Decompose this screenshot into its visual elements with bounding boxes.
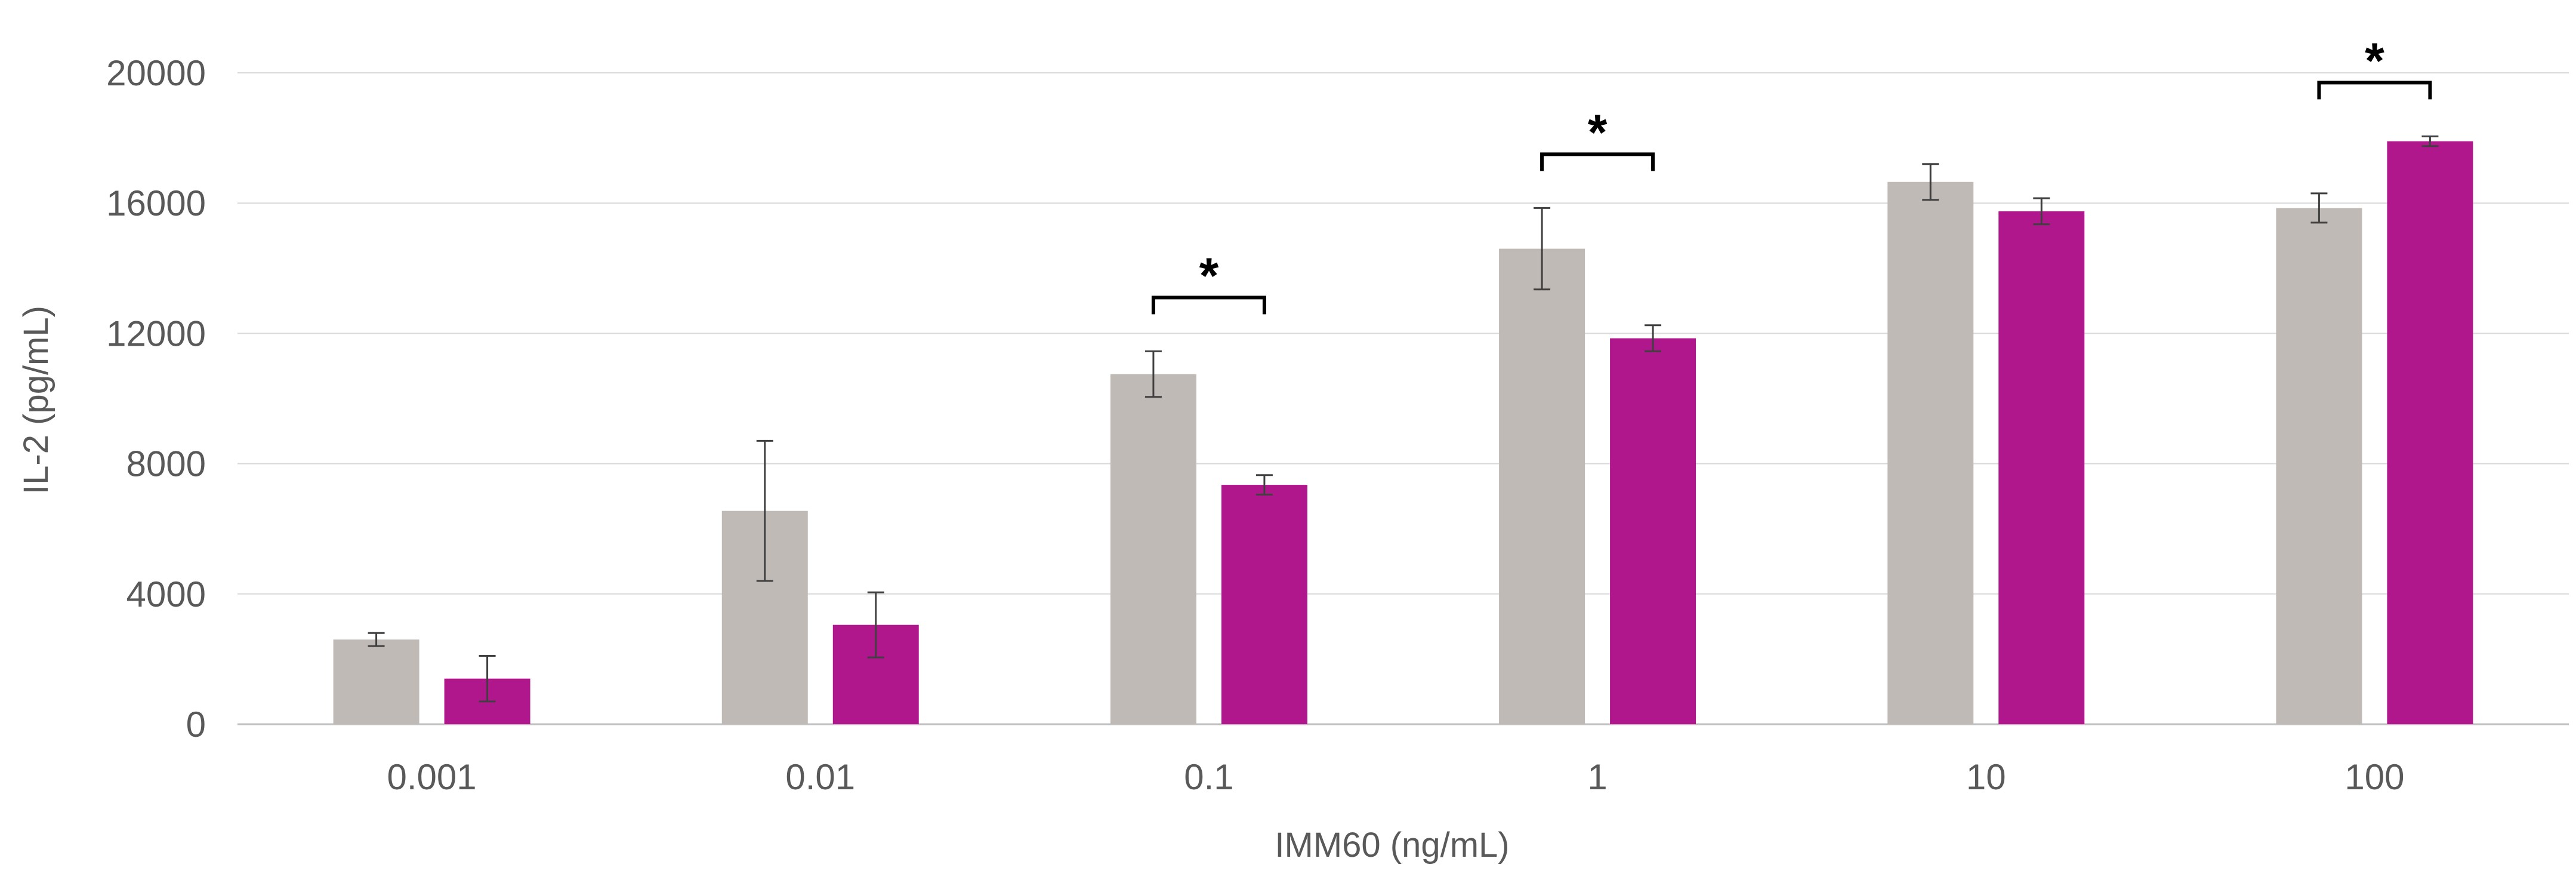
y-axis-ticks: 0 4000 8000 12000 16000 20000 xyxy=(106,53,206,745)
y-tick-label: 0 xyxy=(186,705,206,745)
bar-2-10 xyxy=(1998,211,2085,724)
y-tick-label: 4000 xyxy=(127,574,206,614)
bar-1-10 xyxy=(1887,182,1974,724)
significance-star: * xyxy=(1199,247,1219,303)
y-tick-label: 20000 xyxy=(106,53,206,93)
x-axis-ticks: 0.001 0.01 0.1 1 10 100 xyxy=(387,757,2405,797)
bars xyxy=(333,141,2473,724)
bar-2-100 xyxy=(2387,141,2473,724)
x-tick-label: 100 xyxy=(2344,757,2404,797)
y-tick-label: 16000 xyxy=(106,183,206,223)
y-axis-title: IL-2 (pg/mL) xyxy=(17,306,55,494)
significance-bracket xyxy=(1540,152,1655,171)
error-bars xyxy=(368,135,2439,703)
significance-bracket xyxy=(2317,81,2432,100)
bar-1-0.001 xyxy=(333,639,419,724)
x-tick-label: 1 xyxy=(1587,757,1607,797)
bar-1-0.1 xyxy=(1110,374,1196,724)
x-tick-label: 0.1 xyxy=(1184,757,1233,797)
significance-markers: * * * xyxy=(1151,32,2432,315)
bar-1-100 xyxy=(2276,208,2362,724)
x-tick-label: 10 xyxy=(1966,757,2006,797)
y-tick-label: 12000 xyxy=(106,313,206,353)
bar-2-0.1 xyxy=(1221,485,1307,724)
y-tick-label: 8000 xyxy=(127,444,206,484)
x-tick-label: 0.01 xyxy=(785,757,855,797)
significance-bracket xyxy=(1151,296,1266,315)
bar-1-1 xyxy=(1499,248,1585,724)
significance-star: * xyxy=(2365,32,2384,88)
x-tick-label: 0.001 xyxy=(387,757,477,797)
significance-star: * xyxy=(1588,104,1608,160)
gridlines xyxy=(237,72,2569,725)
bar-2-1 xyxy=(1610,338,1696,724)
x-axis-title: IMM60 (ng/mL) xyxy=(1275,826,1509,865)
